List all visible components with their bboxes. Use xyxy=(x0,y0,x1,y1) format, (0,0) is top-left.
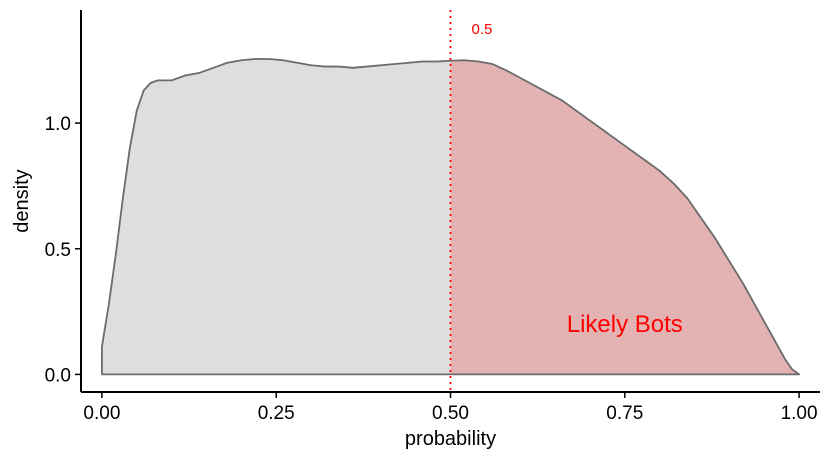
y-tick-label: 0.5 xyxy=(45,240,71,261)
density-area-below-threshold xyxy=(101,59,451,375)
x-tick-label: 0.25 xyxy=(258,403,295,424)
density-area-above-threshold xyxy=(450,60,800,375)
x-tick-label: 1.00 xyxy=(781,403,818,424)
y-axis-title: density xyxy=(11,169,33,232)
plot-area xyxy=(101,10,800,392)
x-ticks: 0.00 0.25 0.50 0.75 1.00 xyxy=(83,392,818,424)
likely-bots-label: Likely Bots xyxy=(567,311,683,338)
x-tick-label: 0.75 xyxy=(606,403,643,424)
y-ticks: 0.0 0.5 1.0 xyxy=(45,114,81,386)
threshold-label: 0.5 xyxy=(472,21,493,38)
y-tick-label: 0.0 xyxy=(45,365,71,386)
density-outline xyxy=(101,58,800,376)
x-tick-label: 0.50 xyxy=(432,403,469,424)
y-tick-label: 1.0 xyxy=(45,114,71,135)
x-tick-label: 0.00 xyxy=(83,403,120,424)
x-axis-title: probability xyxy=(405,428,496,450)
